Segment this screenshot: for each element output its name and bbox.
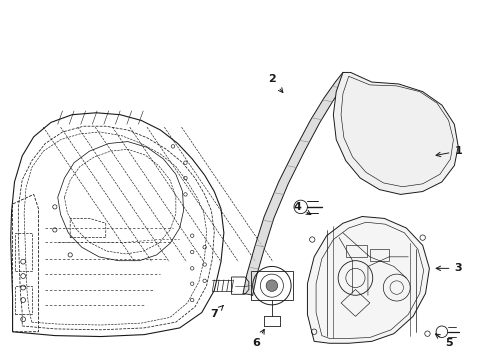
Bar	[370, 249, 389, 261]
Polygon shape	[333, 72, 458, 194]
Text: 4: 4	[294, 202, 311, 215]
Text: 2: 2	[268, 74, 283, 93]
Circle shape	[266, 280, 278, 291]
Bar	[15, 285, 32, 314]
Bar	[15, 233, 32, 271]
Text: 5: 5	[436, 334, 452, 348]
Text: 7: 7	[210, 306, 223, 319]
Polygon shape	[307, 216, 429, 343]
Bar	[251, 271, 293, 300]
Bar	[346, 245, 367, 257]
Text: 6: 6	[252, 329, 264, 348]
Text: 1: 1	[436, 146, 462, 157]
Text: 3: 3	[436, 264, 462, 273]
Polygon shape	[243, 72, 353, 295]
